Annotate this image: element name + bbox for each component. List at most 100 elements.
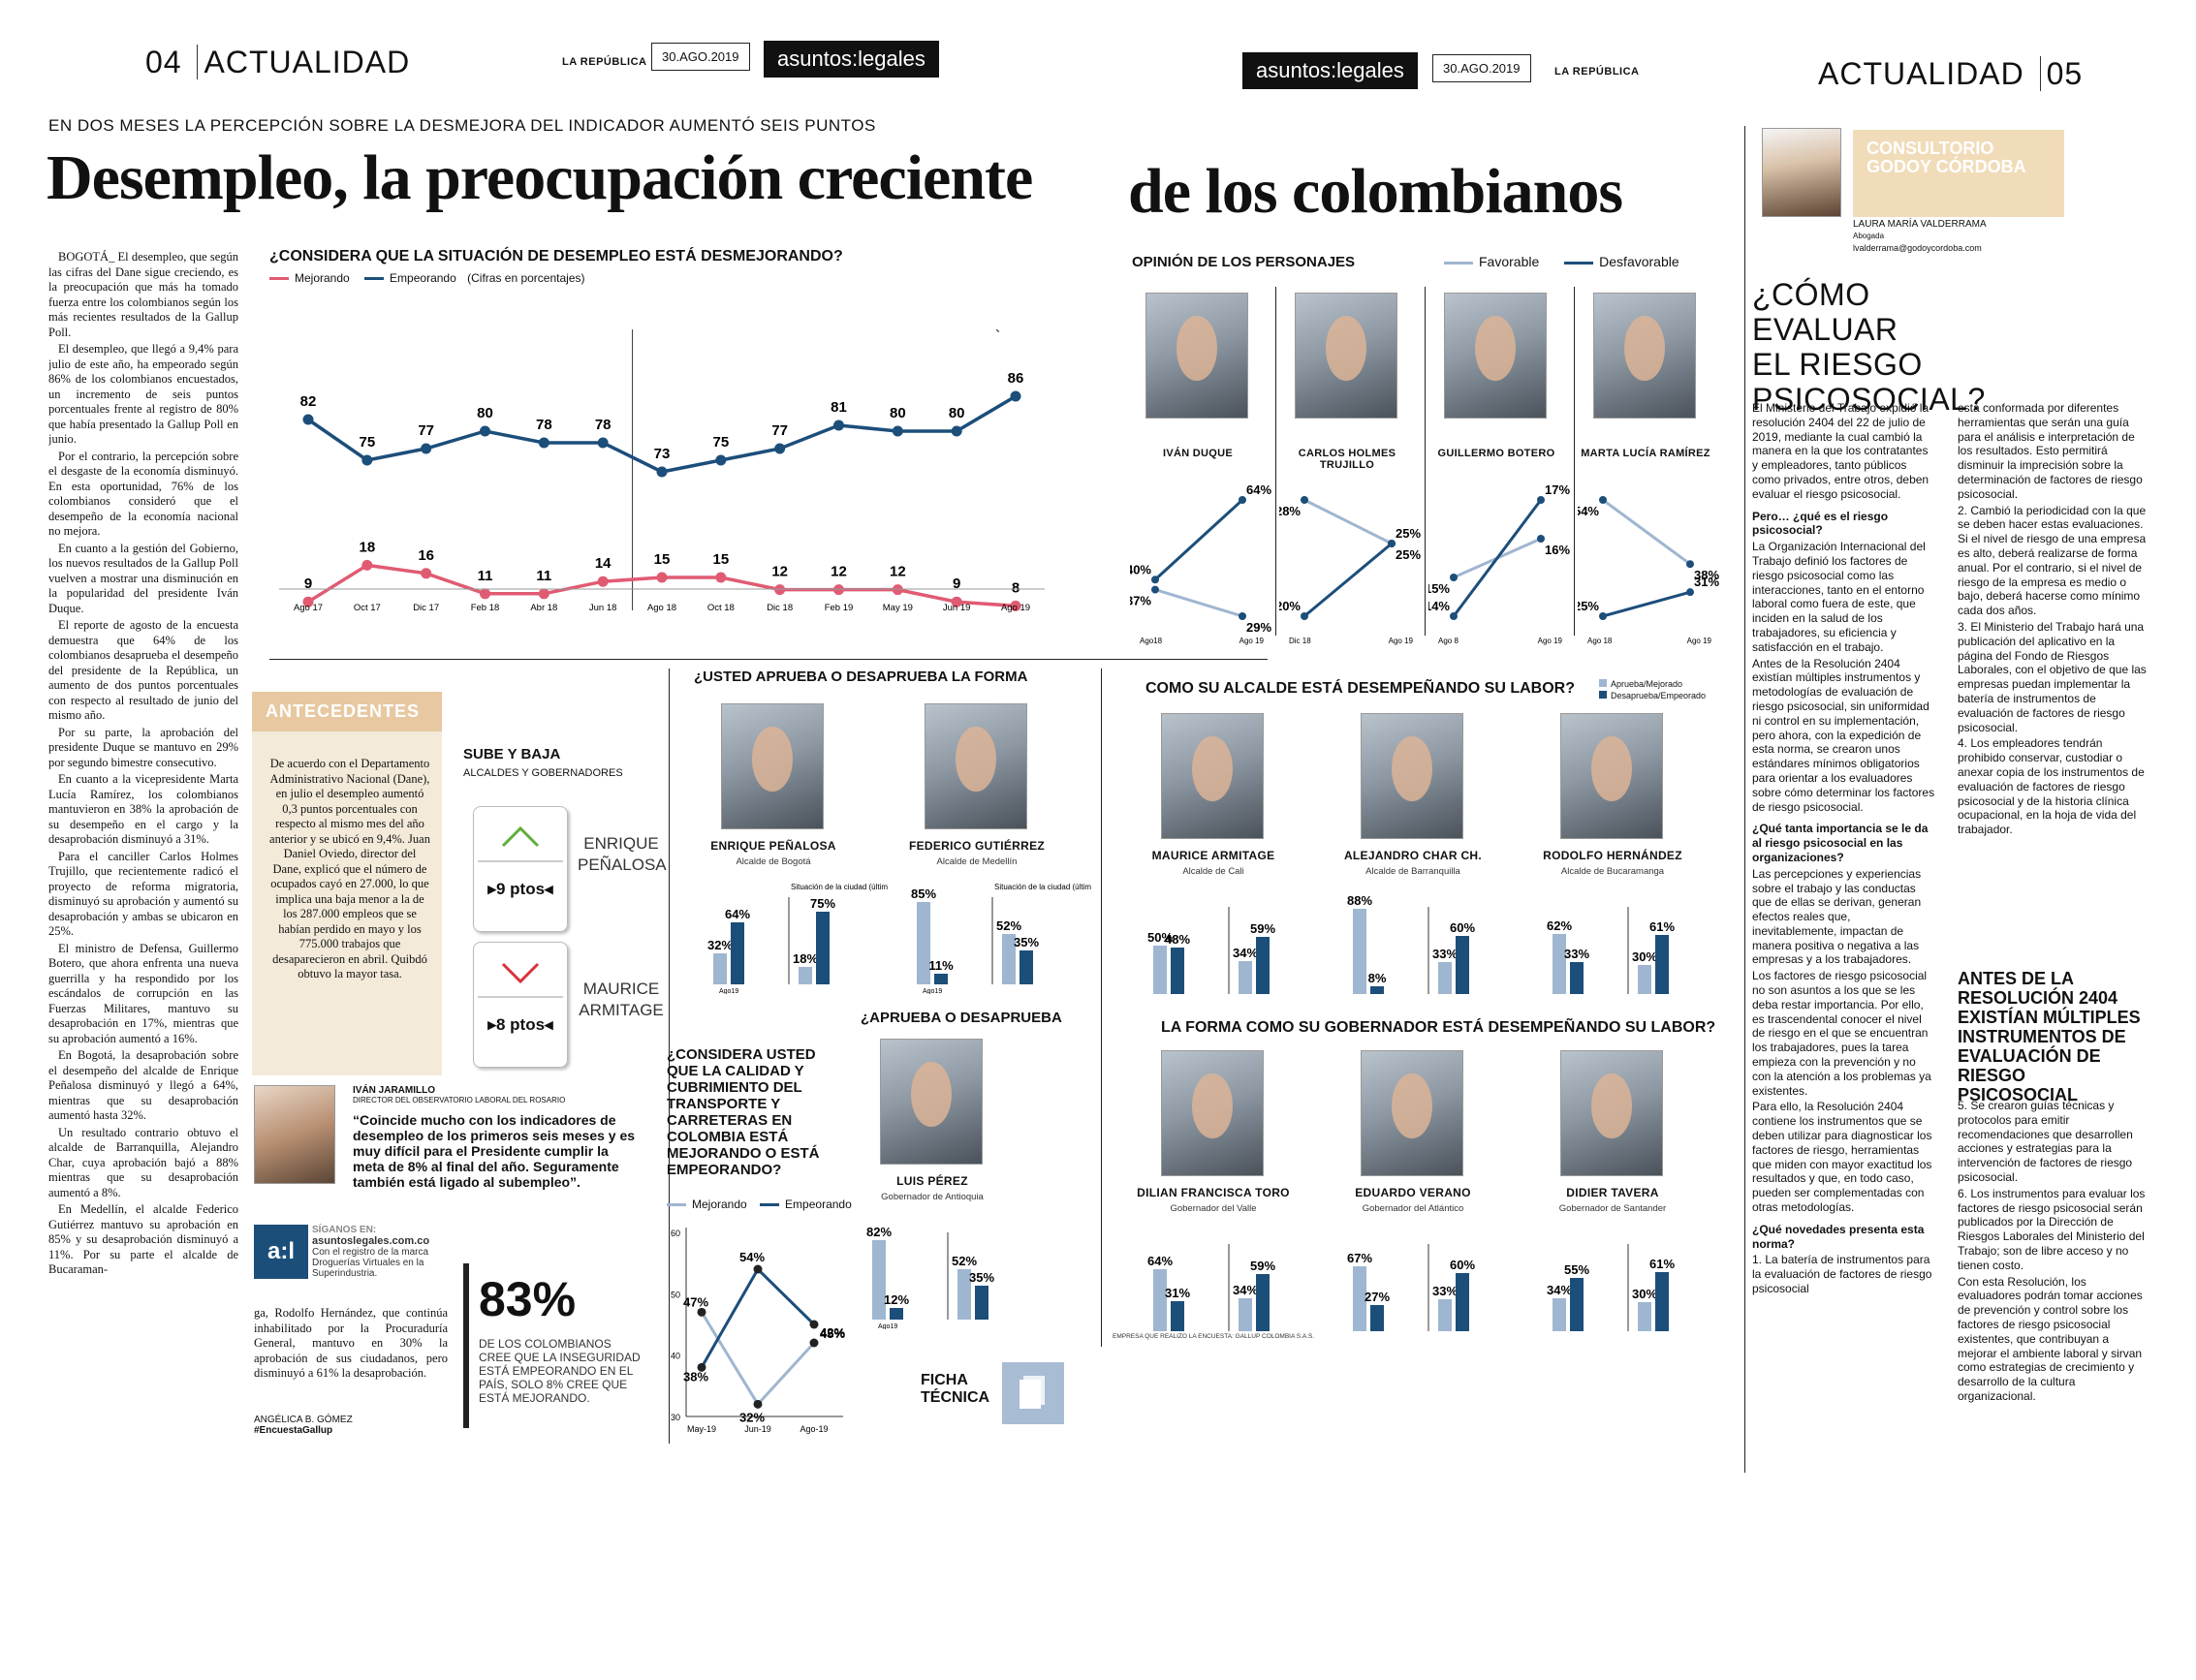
alcalde-legend-desaprueba: Desaprueba/Empeorado <box>1611 691 1707 700</box>
point-worse <box>538 437 549 449</box>
transport-legend-better-swatch <box>667 1203 686 1207</box>
desaprueba-bar <box>1020 950 1033 984</box>
follow-block: SÍGANOS EN: asuntoslegales.com.co Con el… <box>312 1225 448 1279</box>
consultorio-author: LAURA MARÍA VALDERRAMA <box>1853 219 1987 230</box>
label-worse: 80 <box>949 405 965 421</box>
favorable-label: 15% <box>1428 581 1450 596</box>
label-worse: 86 <box>1008 370 1024 387</box>
article-paragraph: BOGOTÁ_ El desempleo, que según las cifr… <box>48 250 238 339</box>
label-better: 12 <box>890 564 906 580</box>
article-paragraph: Un resultado contrario obtuvo el alcalde… <box>48 1125 238 1199</box>
label-better: 9 <box>953 576 960 592</box>
laura-valderrama-photo <box>1762 128 1841 217</box>
person-photo <box>1560 713 1663 839</box>
desaprueba-bar <box>1655 1272 1669 1331</box>
favorable-label: 25% <box>1396 547 1421 562</box>
consultorio-author-block: LAURA MARÍA VALDERRAMA Abogada lvalderra… <box>1853 219 1987 254</box>
antecedentes-title: ANTECEDENTES <box>252 692 442 731</box>
opinion-title: OPINIÓN DE LOS PERSONAJES <box>1132 254 1356 270</box>
ficha-tecnica[interactable]: FICHA TÉCNICA <box>921 1372 990 1406</box>
aprueba-bar <box>1353 1266 1366 1331</box>
follow-site[interactable]: asuntoslegales.com.co <box>312 1235 430 1247</box>
author-block: ANGÉLICA B. GÓMEZ #EncuestaGallup <box>254 1415 353 1436</box>
favorable-point <box>1537 535 1545 543</box>
person-role: Alcalde de Cali <box>1182 866 1244 877</box>
desaprueba-value: 8% <box>1368 971 1387 985</box>
section-left: ACTUALIDAD <box>204 45 411 79</box>
article-body: BOGOTÁ_ El desempleo, que según las cifr… <box>48 250 238 1461</box>
opinion-divider <box>1574 287 1575 636</box>
desaprueba-bar <box>1570 1278 1584 1331</box>
point-better <box>361 559 373 571</box>
point-worse <box>656 466 668 478</box>
label-better: 15 <box>654 551 671 568</box>
follow-text: Con el registro de la marca Droguerías V… <box>312 1247 429 1279</box>
x-tick-label: Ago19 <box>878 1323 897 1329</box>
x-tick-label: Jun 18 <box>589 603 617 613</box>
desaprueba-bar <box>975 1286 988 1320</box>
desaprueba-bar <box>1456 936 1469 994</box>
x-tick-label: Ago 18 <box>647 603 676 613</box>
antecedentes-box: ANTECEDENTES De acuerdo con el Departame… <box>252 692 442 1075</box>
transport-legend-worse-swatch <box>760 1203 780 1207</box>
alcalde-legend-aprueba-swatch <box>1599 679 1607 687</box>
x-tick-label: Feb 19 <box>825 603 854 613</box>
opinion-name: MARTA LUCÍA RAMÍREZ <box>1581 448 1710 459</box>
baja-card: ▸8 ptos◂ <box>473 942 568 1068</box>
opinion-divider <box>1275 287 1276 636</box>
transport-legend: Mejorando Empeorando <box>667 1198 852 1211</box>
desaprueba-bar <box>1370 1305 1384 1331</box>
article-paragraph: Por su parte, la aprobación del presiden… <box>48 725 238 769</box>
alcalde-title: COMO SU ALCALDE ESTÁ DESEMPEÑANDO SU LAB… <box>1145 680 1575 697</box>
rule-under-chart <box>269 659 1268 660</box>
date-left: 30.AGO.2019 <box>651 43 750 71</box>
desaprueba-value: 59% <box>1250 1259 1275 1273</box>
person-name: EDUARDO VERANO <box>1355 1186 1471 1199</box>
desfavorable-point <box>1301 612 1308 620</box>
ivan-jaramillo-photo <box>254 1085 335 1184</box>
aprueba-bar <box>799 967 812 984</box>
aprueba-bar <box>1438 962 1452 994</box>
opinion-name: GUILLERMO BOTERO <box>1437 448 1555 459</box>
x-tick-label: Ago18 <box>1140 637 1163 645</box>
baja-value-text: 8 ptos <box>495 1015 546 1034</box>
desaprueba-value: 60% <box>1450 920 1475 935</box>
opinion-panel: GUILLERMO BOTERO 15% 16% 14% 17% Ago 8 Ago 19 <box>1425 287 1572 655</box>
aprueba-value: 85% <box>911 887 936 901</box>
label-worse: 78 <box>595 417 612 433</box>
point-worse <box>892 425 903 437</box>
person-panel: DIDIER TAVERA Gobernador de Santander 34% 5… <box>1533 1050 1727 1341</box>
aprueba-bar <box>917 902 930 984</box>
aprueba-value: 34% <box>1547 1283 1572 1297</box>
legend-better-swatch <box>269 277 289 281</box>
x-tick-label: May 19 <box>883 603 913 613</box>
person-role: Alcalde de Barranquilla <box>1365 866 1460 877</box>
opinion-photo <box>1593 293 1696 419</box>
label-worse: 73 <box>654 446 671 462</box>
date-right: 30.AGO.2019 <box>1432 54 1531 82</box>
opinion-mini-chart: 54% 38% 25% 31% Ago 18 Ago 19 <box>1578 496 1719 645</box>
label-worse: 75 <box>712 434 729 451</box>
point-worse <box>597 437 609 449</box>
favorable-line <box>1303 498 1393 545</box>
desaprueba-value: 60% <box>1450 1258 1475 1272</box>
follow-label: SÍGANOS EN: <box>312 1225 377 1235</box>
desfavorable-label: 17% <box>1545 482 1570 497</box>
alcalde-legend-aprueba: Aprueba/Mejorado <box>1611 679 1683 689</box>
section-right: ACTUALIDAD <box>1818 56 2024 91</box>
person-role: Gobernador de Santander <box>1558 1203 1667 1214</box>
alcalde-legend-desaprueba-swatch <box>1599 691 1607 699</box>
footnote: EMPRESA QUE REALIZÓ LA ENCUESTA: GALLUP … <box>1113 1333 1315 1340</box>
stat-bar <box>463 1263 469 1428</box>
publisher-left: LA REPÚBLICA <box>562 56 647 68</box>
point-better <box>656 572 668 583</box>
person-name: FEDERICO GUTIÉRREZ <box>908 839 1046 853</box>
x-tick-label: Dic 18 <box>767 603 793 613</box>
aprueba-bar <box>1153 946 1167 994</box>
period-label-santos: JUAN MANUEL SANTOS 2 <box>269 329 399 332</box>
consultorio-email[interactable]: lvalderrama@godoycordoba.com <box>1853 243 1982 253</box>
favorable-point <box>1450 574 1458 581</box>
consultorio-paragraph: 1. La batería de instrumentos para la ev… <box>1752 1253 1932 1296</box>
desfavorable-label: 40% <box>1130 562 1151 576</box>
consultorio-paragraph: 4. Los empleadores tendrán prohibido con… <box>1958 736 2145 837</box>
